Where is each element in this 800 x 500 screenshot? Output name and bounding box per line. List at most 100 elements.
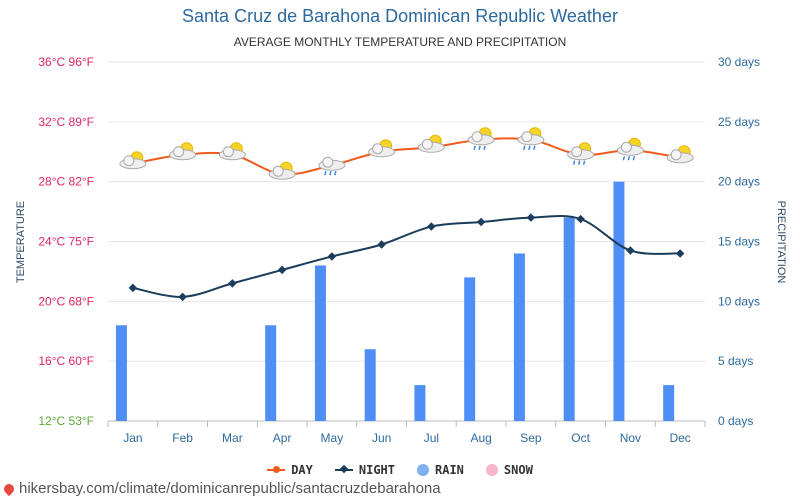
rain-bar [613,181,625,421]
rain-cloud-icon [318,156,346,176]
x-tick-label: Jun [372,431,391,445]
rain-bar [314,265,326,421]
night-point [128,283,138,293]
chart-title: Santa Cruz de Barahona Dominican Republi… [182,6,618,26]
legend-rain-label: RAIN [435,463,464,477]
left-tick-label: 20°C 68°F [38,294,94,308]
cloud-puff [421,138,433,150]
weather-chart: 36°C 96°F 32°C 89°F 28°C 82°F 24°C 75°F 20°C… [15,55,787,445]
night-point [178,292,187,302]
night-point [675,249,685,258]
left-tick-label: 32°C 89°F [38,115,94,129]
legend-day[interactable]: DAY [267,463,313,477]
cloud-puff [322,156,334,168]
left-tick-label: 12°C 53°F [38,414,94,428]
night-line-icon [334,464,353,476]
x-tick-label: Jan [123,431,142,445]
x-tick-label: Oct [571,431,590,445]
rain-drop [478,145,481,150]
x-tick-label: Apr [273,431,292,445]
legend: DAY NIGHT RAIN SNOW [0,463,800,477]
rain-dot-icon [417,464,429,476]
sun-cloud-icon [169,142,197,161]
chart-subtitle: AVERAGE MONTHLY TEMPERATURE AND PRECIPIT… [233,35,567,49]
x-tick-label: Feb [172,431,193,445]
snow-dot-icon [485,464,498,476]
rain-drop [572,160,576,165]
cloud-puff [571,146,583,158]
right-tick-label: 5 days [718,354,753,368]
rain-drop [334,171,337,176]
legend-night-label: NIGHT [358,463,395,477]
cloud-puff [521,131,533,143]
rain-drop [622,156,626,161]
rain-drop [483,145,486,150]
day-series [129,136,684,178]
night-point [277,265,287,275]
rain-bar [115,325,127,421]
day-line [132,137,681,176]
rain-drop [528,145,531,150]
rain-drop [523,145,526,150]
sun-rain-cloud-icon [517,127,545,150]
cloud-puff [173,146,185,158]
cloud-puff [670,149,682,161]
x-tick-label: Nov [620,431,641,445]
legend-snow[interactable]: SNOW [485,463,533,477]
day-line-icon [267,464,286,476]
rain-drop [533,145,536,150]
x-tick-label: Jul [424,431,439,445]
right-tick-label: 25 days [718,115,760,129]
night-point [427,222,436,231]
rain-bar [513,253,525,421]
right-tick-label: 0 days [718,414,753,428]
right-tick-label: 15 days [718,235,760,249]
x-tick-label: Dec [669,431,690,445]
legend-night[interactable]: NIGHT [334,463,395,477]
legend-rain[interactable]: RAIN [417,463,464,477]
sun-cloud-icon [268,161,296,180]
sun-cloud-icon [119,151,147,170]
sun-rain-cloud-icon [567,142,595,165]
right-tick-label: 30 days [718,55,760,69]
source-link[interactable]: hikersbay.com/climate/dominicanrepublic/… [1,480,441,497]
rain-drop [627,156,631,161]
x-tick-label: Sep [520,431,542,445]
sun-cloud-icon [417,134,445,153]
night-point [228,279,237,288]
rain-bar [414,385,426,421]
night-line [132,215,681,298]
left-tick-label: 28°C 82°F [38,175,94,189]
sun-rain-cloud-icon [616,137,644,161]
rain-drop [324,171,327,176]
rain-drop [632,156,636,161]
rain-bar [265,325,277,421]
rain-bar [364,349,376,421]
rain-drop [577,160,581,165]
source-url: hikersbay.com/climate/dominicanrepublic/… [19,480,441,497]
sun-rain-cloud-icon [467,127,495,150]
rain-bar [464,277,476,421]
right-axis-title: PRECIPITATION [775,201,787,284]
cloud-puff [372,143,384,155]
right-tick-label: 20 days [718,175,760,189]
night-point [327,252,337,261]
night-point [626,246,635,255]
night-point [377,240,386,249]
left-tick-label: 16°C 60°F [38,354,94,368]
sun-cloud-icon [368,139,396,158]
left-axis-title: TEMPERATURE [15,201,27,283]
legend-day-label: DAY [291,463,313,477]
rain-bar [563,217,575,421]
rain-bar [663,385,675,421]
cloud-puff [272,165,284,177]
rain-drop [329,171,332,176]
rain-drop [473,145,476,150]
sun-cloud-icon [218,142,246,161]
x-tick-label: May [321,431,344,445]
x-axis: Jan Feb Mar Apr May Jun Jul Aug Sep Oct Nov Dec [107,421,706,445]
night-series [128,213,685,302]
night-point [576,214,585,224]
rain-bars [115,181,675,421]
cloud-puff [471,131,483,143]
